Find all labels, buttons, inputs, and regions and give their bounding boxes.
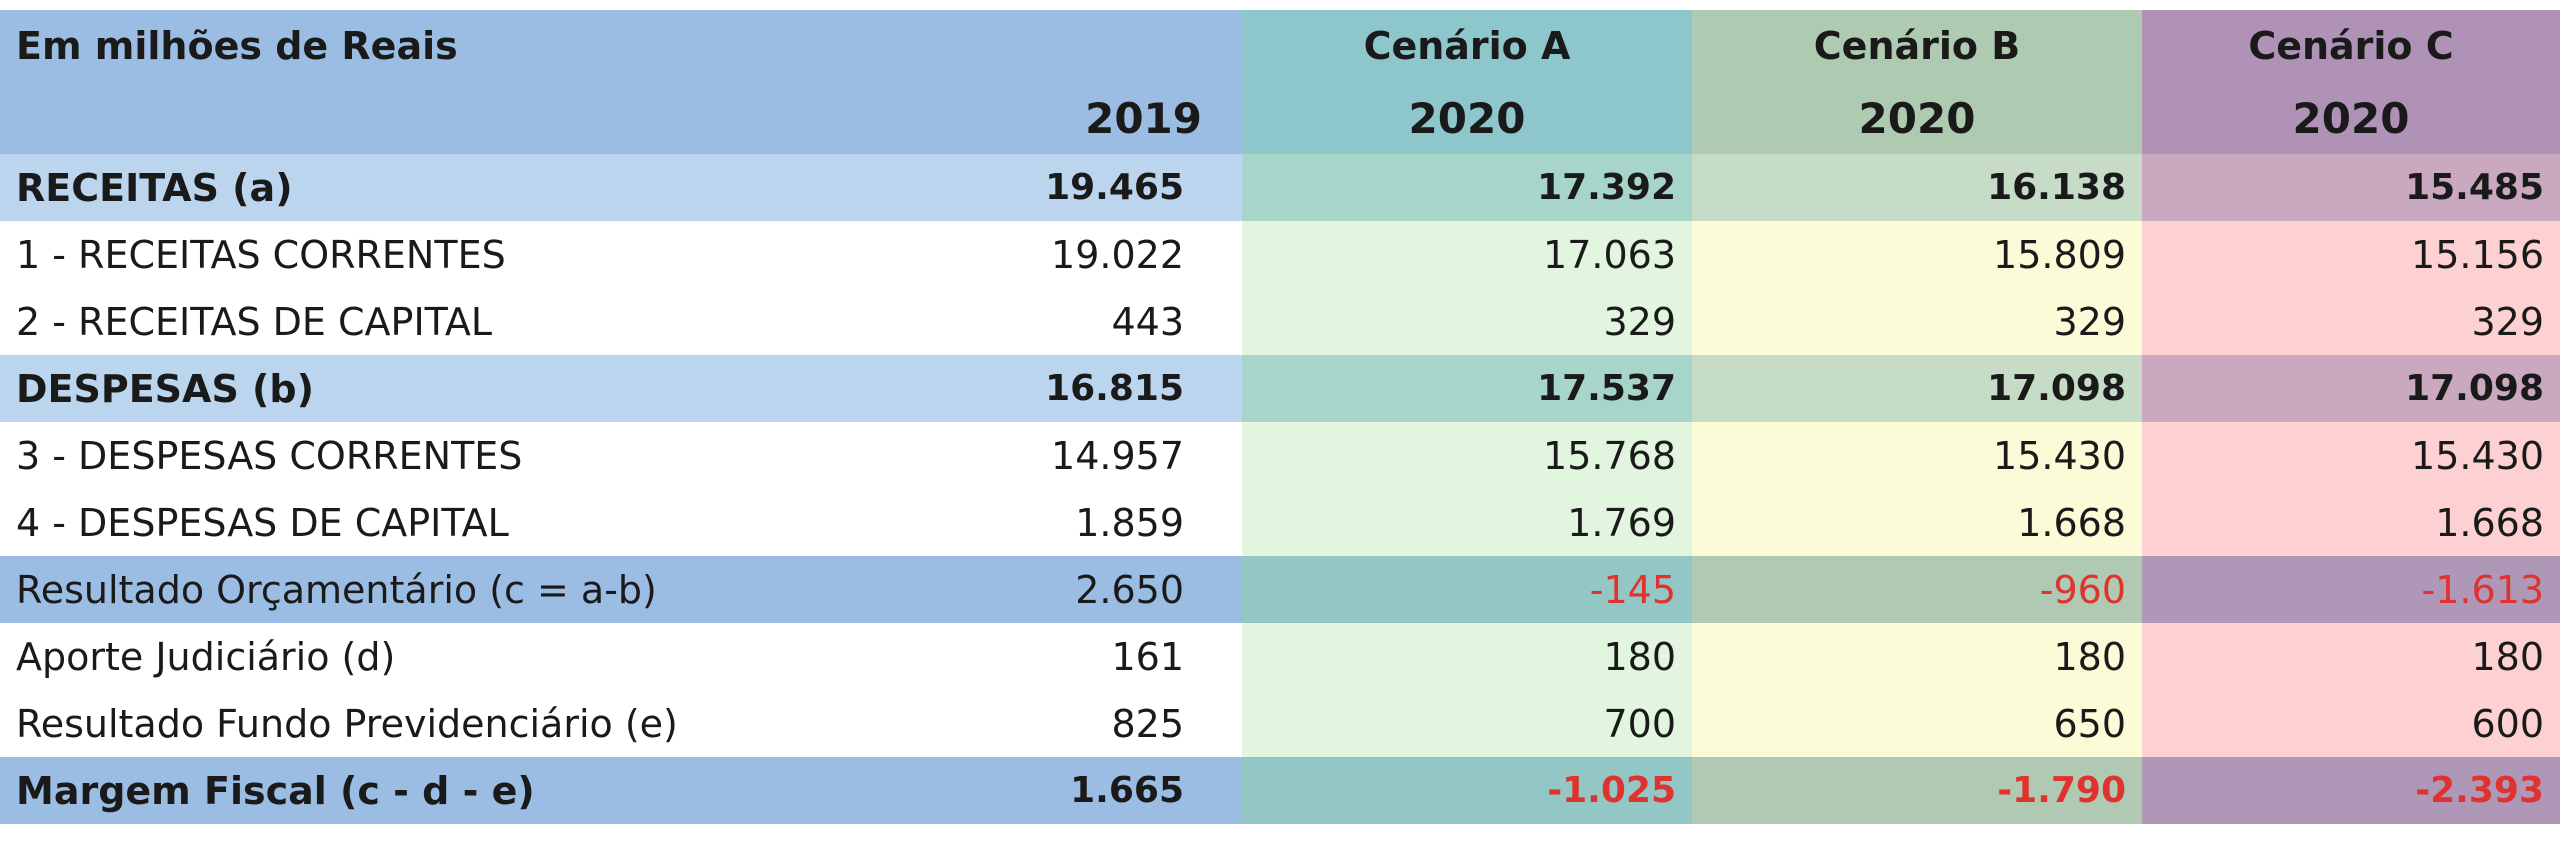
budget-scenarios-table: Em milhões de Reais Cenário A Cenário B …	[0, 10, 2560, 824]
table-row: DESPESAS (b) 16.815 17.537 17.098 17.098	[0, 355, 2560, 422]
value-2019: 16.815	[930, 355, 1242, 422]
value-scenario-b: 15.430	[1692, 422, 2142, 489]
value-2019: 1.665	[930, 757, 1242, 824]
value-2019: 161	[930, 623, 1242, 690]
row-label: 4 - DESPESAS DE CAPITAL	[0, 489, 930, 556]
unit-label: Em milhões de Reais	[0, 10, 930, 82]
value-scenario-a: 700	[1242, 690, 1692, 757]
scenario-c-year: 2020	[2142, 82, 2560, 154]
scenario-b-header: Cenário B	[1692, 10, 2142, 82]
row-label: RECEITAS (a)	[0, 154, 930, 221]
value-scenario-a: 17.392	[1242, 154, 1692, 221]
scenario-a-header: Cenário A	[1242, 10, 1692, 82]
value-scenario-c: 600	[2142, 690, 2560, 757]
header-empty-label	[0, 82, 930, 154]
header-empty-2019	[930, 10, 1242, 82]
row-label: Resultado Fundo Previdenciário (e)	[0, 690, 930, 757]
value-scenario-a: 15.768	[1242, 422, 1692, 489]
table-row: 2 - RECEITAS DE CAPITAL 443 329 329 329	[0, 288, 2560, 355]
value-scenario-a: 180	[1242, 623, 1692, 690]
value-scenario-a: -145	[1242, 556, 1692, 623]
value-scenario-c: 15.156	[2142, 221, 2560, 288]
value-scenario-b: -1.790	[1692, 757, 2142, 824]
row-label: Margem Fiscal (c - d - e)	[0, 757, 930, 824]
value-2019: 2.650	[930, 556, 1242, 623]
value-scenario-c: 15.485	[2142, 154, 2560, 221]
year-2019-header: 2019	[930, 82, 1242, 154]
value-scenario-a: 329	[1242, 288, 1692, 355]
value-2019: 443	[930, 288, 1242, 355]
scenarios-table: Em milhões de Reais Cenário A Cenário B …	[0, 10, 2560, 824]
table-row: RECEITAS (a) 19.465 17.392 16.138 15.485	[0, 154, 2560, 221]
value-scenario-b: 650	[1692, 690, 2142, 757]
value-scenario-c: 15.430	[2142, 422, 2560, 489]
value-2019: 1.859	[930, 489, 1242, 556]
row-label: Resultado Orçamentário (c = a-b)	[0, 556, 930, 623]
value-scenario-c: 1.668	[2142, 489, 2560, 556]
value-2019: 825	[930, 690, 1242, 757]
header-row-scenarios: Em milhões de Reais Cenário A Cenário B …	[0, 10, 2560, 82]
value-scenario-c: 329	[2142, 288, 2560, 355]
table-row: Resultado Orçamentário (c = a-b) 2.650 -14…	[0, 556, 2560, 623]
value-scenario-b: 1.668	[1692, 489, 2142, 556]
table-row: Margem Fiscal (c - d - e) 1.665 -1.025 -1.7…	[0, 757, 2560, 824]
value-scenario-b: 180	[1692, 623, 2142, 690]
value-scenario-a: -1.025	[1242, 757, 1692, 824]
value-2019: 19.465	[930, 154, 1242, 221]
value-scenario-a: 1.769	[1242, 489, 1692, 556]
header-row-years: 2019 2020 2020 2020	[0, 82, 2560, 154]
value-scenario-b: -960	[1692, 556, 2142, 623]
value-2019: 14.957	[930, 422, 1242, 489]
row-label: 1 - RECEITAS CORRENTES	[0, 221, 930, 288]
table-body: RECEITAS (a) 19.465 17.392 16.138 15.485 1 - …	[0, 154, 2560, 824]
value-scenario-b: 15.809	[1692, 221, 2142, 288]
scenario-c-header: Cenário C	[2142, 10, 2560, 82]
scenario-b-year: 2020	[1692, 82, 2142, 154]
table-row: 1 - RECEITAS CORRENTES 19.022 17.063 15.809…	[0, 221, 2560, 288]
row-label: DESPESAS (b)	[0, 355, 930, 422]
value-scenario-c: 180	[2142, 623, 2560, 690]
value-scenario-b: 17.098	[1692, 355, 2142, 422]
value-scenario-c: 17.098	[2142, 355, 2560, 422]
row-label: Aporte Judiciário (d)	[0, 623, 930, 690]
table-row: 4 - DESPESAS DE CAPITAL 1.859 1.769 1.668 1.…	[0, 489, 2560, 556]
value-scenario-b: 329	[1692, 288, 2142, 355]
table-row: 3 - DESPESAS CORRENTES 14.957 15.768 15.430…	[0, 422, 2560, 489]
scenario-a-year: 2020	[1242, 82, 1692, 154]
value-scenario-b: 16.138	[1692, 154, 2142, 221]
row-label: 3 - DESPESAS CORRENTES	[0, 422, 930, 489]
value-scenario-c: -2.393	[2142, 757, 2560, 824]
value-2019: 19.022	[930, 221, 1242, 288]
value-scenario-a: 17.063	[1242, 221, 1692, 288]
value-scenario-a: 17.537	[1242, 355, 1692, 422]
value-scenario-c: -1.613	[2142, 556, 2560, 623]
table-row: Aporte Judiciário (d) 161 180 180 180	[0, 623, 2560, 690]
row-label: 2 - RECEITAS DE CAPITAL	[0, 288, 930, 355]
table-row: Resultado Fundo Previdenciário (e) 825 700…	[0, 690, 2560, 757]
